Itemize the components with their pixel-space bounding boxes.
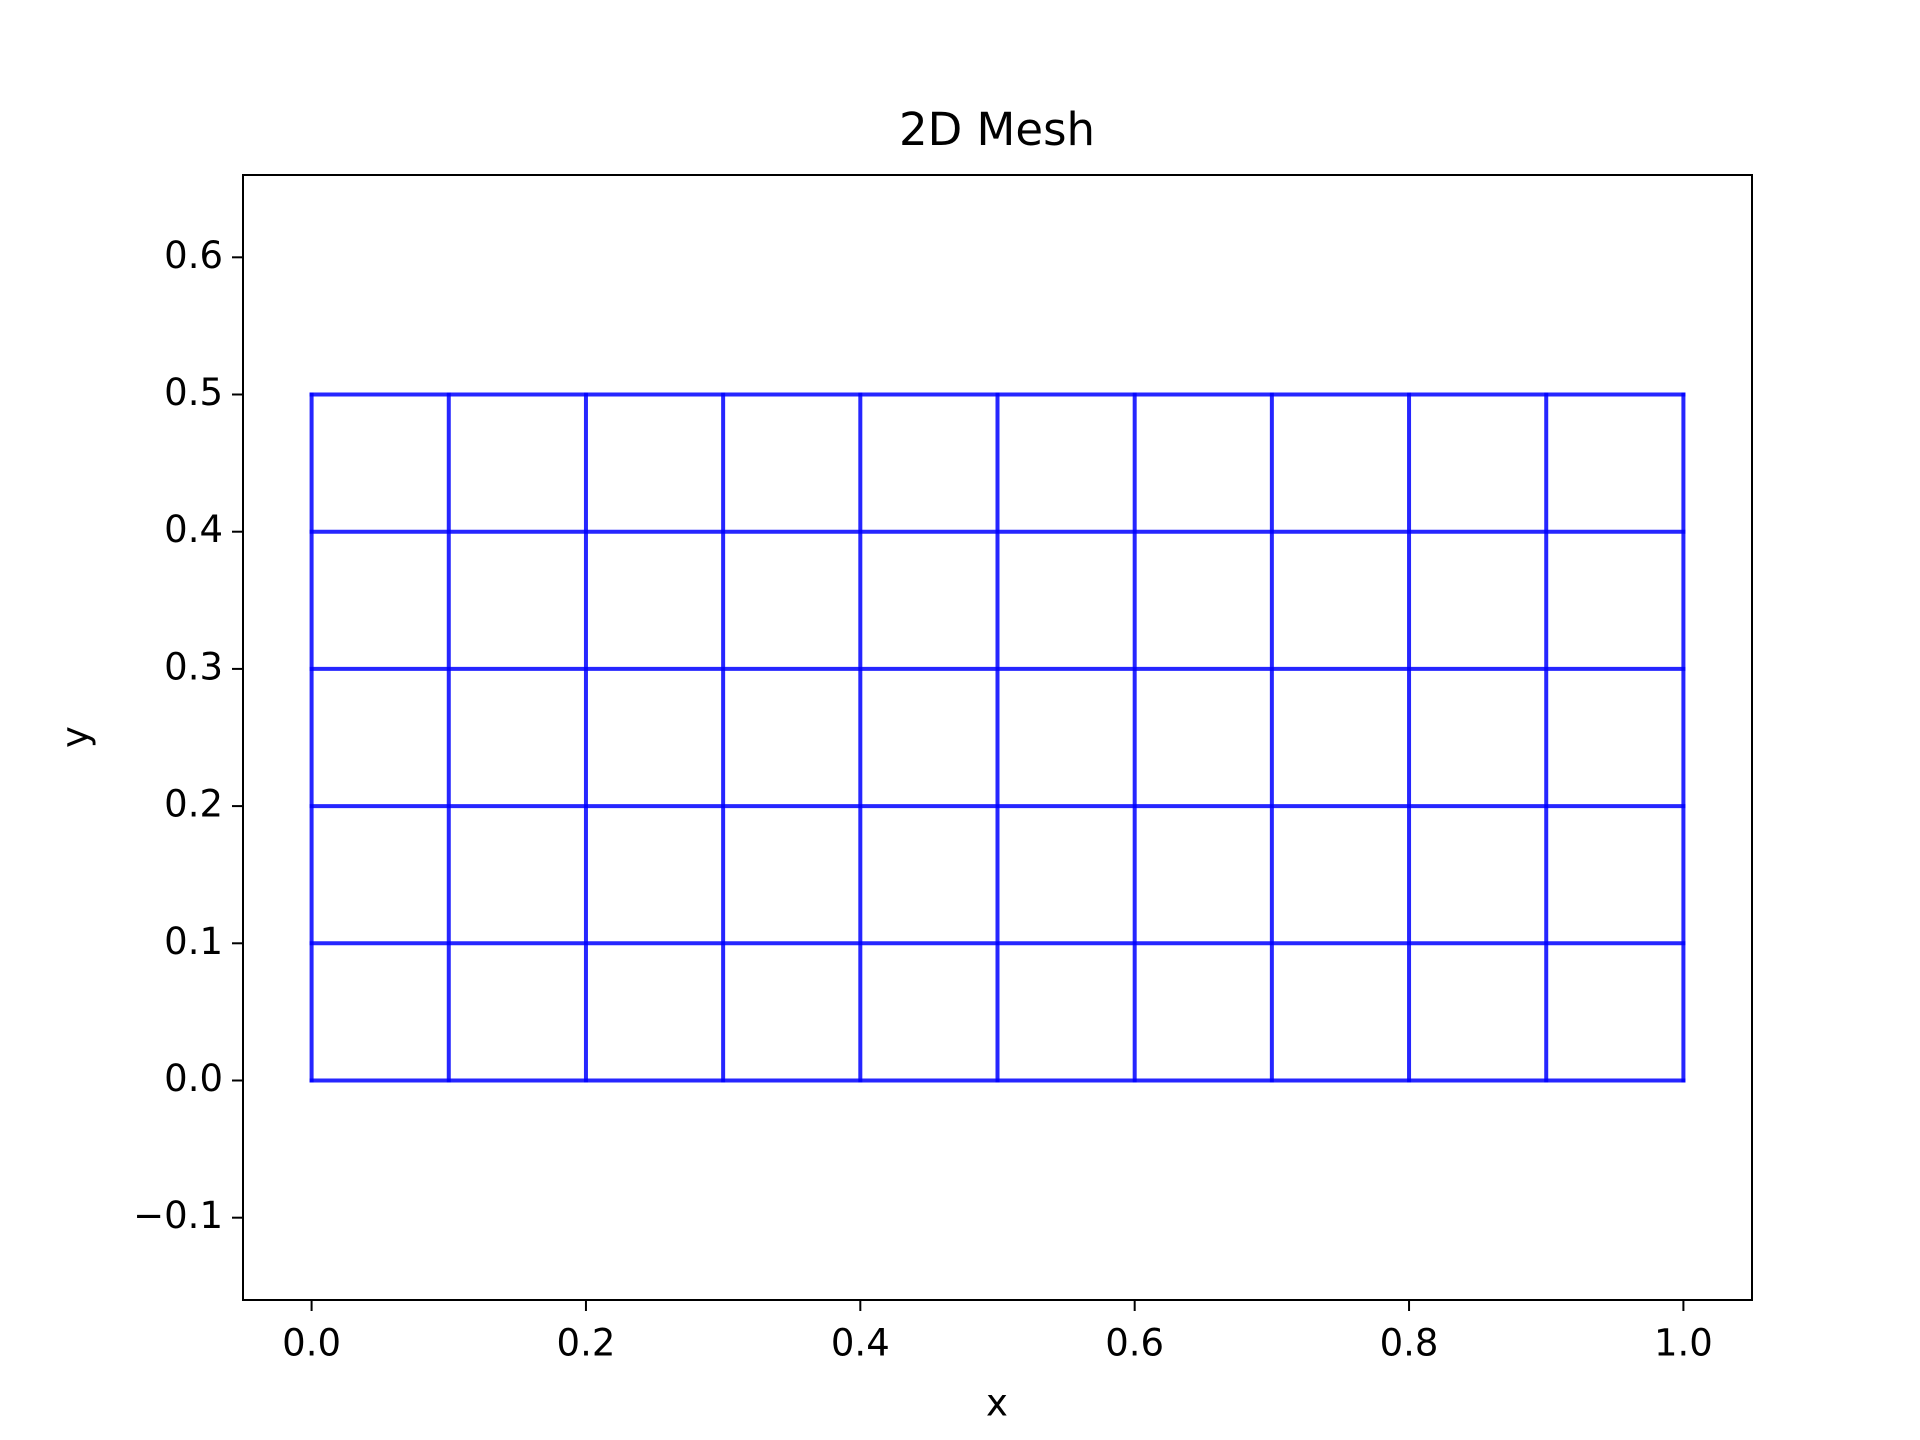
y-tick-label: 0.1 <box>164 920 223 963</box>
x-axis-label: x <box>986 1382 1008 1425</box>
x-tick-label: 1.0 <box>1654 1322 1713 1365</box>
y-tick-label: 0.6 <box>164 234 223 277</box>
y-tick-label: 0.5 <box>164 371 223 414</box>
y-tick-label: 0.0 <box>164 1057 223 1100</box>
x-tick-label: 0.4 <box>831 1322 890 1365</box>
y-tick-label: 0.4 <box>164 508 223 551</box>
y-tick-label: 0.3 <box>164 645 223 688</box>
x-tick-label: 0.0 <box>282 1322 341 1365</box>
y-tick-label: 0.2 <box>164 783 223 826</box>
y-axis-label: y <box>54 726 97 748</box>
x-tick-label: 0.2 <box>557 1322 616 1365</box>
x-tick-label: 0.8 <box>1380 1322 1439 1365</box>
chart-title: 2D Mesh <box>899 103 1095 156</box>
y-tick-label: −0.1 <box>133 1194 223 1237</box>
x-tick-label: 0.6 <box>1105 1322 1164 1365</box>
plot-frame <box>242 174 1753 1301</box>
